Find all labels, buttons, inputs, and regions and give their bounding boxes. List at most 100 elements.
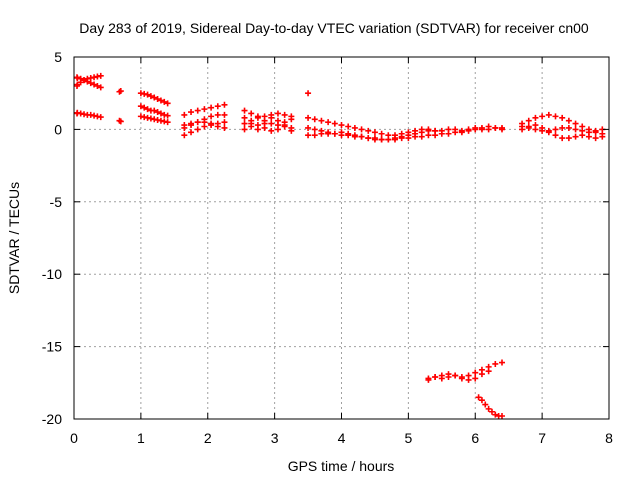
data-point — [452, 129, 459, 136]
data-point — [559, 124, 566, 131]
data-point — [545, 111, 552, 118]
data-points — [74, 72, 606, 419]
data-point — [208, 113, 215, 120]
data-point — [475, 394, 482, 401]
data-point — [188, 129, 195, 136]
data-point — [194, 126, 201, 133]
series-b — [74, 74, 104, 91]
x-tick-label: 4 — [338, 430, 346, 446]
data-point — [331, 130, 338, 137]
x-tick-label: 0 — [70, 430, 78, 446]
data-point — [365, 135, 372, 142]
data-point — [465, 376, 472, 383]
data-point — [478, 126, 485, 133]
y-tick-labels: 5 0 -5 -10 -15 -20 — [42, 49, 62, 427]
series-v — [519, 123, 606, 136]
data-point — [371, 129, 378, 136]
series-i — [181, 101, 228, 118]
data-point — [398, 133, 405, 140]
data-point — [254, 114, 261, 121]
y-tick-label: -20 — [42, 411, 62, 427]
data-point — [154, 109, 161, 116]
data-point — [311, 116, 318, 123]
series-h — [137, 113, 171, 126]
y-tick-label: -5 — [50, 194, 63, 210]
y-tick-label: -15 — [42, 339, 62, 355]
data-point — [485, 126, 492, 133]
data-point — [539, 113, 546, 120]
data-point — [478, 397, 485, 404]
data-point — [452, 372, 459, 379]
x-tick-label: 5 — [404, 430, 412, 446]
data-point — [305, 132, 312, 139]
data-point — [157, 110, 164, 117]
series-z — [475, 394, 505, 419]
data-point — [525, 117, 532, 124]
data-point — [97, 114, 104, 121]
data-point — [378, 130, 385, 137]
data-point — [188, 120, 195, 127]
data-point — [392, 135, 398, 142]
data-point — [351, 124, 358, 131]
data-point — [318, 127, 325, 134]
data-point — [499, 413, 505, 419]
data-point — [254, 126, 261, 133]
data-point — [281, 122, 288, 129]
data-point — [572, 120, 579, 127]
data-point — [84, 78, 91, 85]
series-m — [241, 107, 295, 120]
data-point — [432, 374, 439, 381]
data-point — [338, 122, 345, 129]
series-x — [425, 359, 505, 383]
x-tick-label: 6 — [471, 430, 479, 446]
data-point — [482, 401, 489, 408]
data-point — [465, 127, 472, 134]
data-point — [565, 124, 572, 131]
data-point — [268, 127, 275, 134]
x-tick-labels: 0 1 2 3 4 5 6 7 8 — [70, 430, 613, 446]
series-e — [116, 117, 124, 125]
data-point — [412, 130, 419, 137]
data-point — [305, 114, 312, 121]
data-point — [572, 126, 579, 133]
data-point — [499, 124, 505, 131]
data-point — [154, 95, 161, 102]
data-point — [492, 411, 499, 418]
chart-title: Day 283 of 2019, Sidereal Day-to-day VTE… — [79, 20, 589, 36]
series-g — [137, 103, 171, 119]
data-point — [418, 129, 425, 136]
data-point — [221, 111, 228, 118]
data-point — [365, 127, 372, 134]
data-point — [345, 132, 352, 139]
data-point — [261, 120, 268, 127]
data-point — [318, 117, 325, 124]
data-point — [201, 119, 208, 126]
data-point — [161, 98, 168, 105]
x-tick-label: 3 — [271, 430, 279, 446]
data-point — [74, 81, 81, 88]
data-point — [472, 369, 479, 376]
data-point — [281, 111, 288, 118]
data-point — [579, 132, 586, 139]
data-point — [81, 77, 88, 84]
data-point — [94, 82, 101, 89]
data-point — [385, 136, 392, 143]
data-point — [559, 135, 566, 142]
data-point — [164, 119, 171, 126]
data-point — [345, 123, 352, 130]
data-point — [241, 107, 248, 114]
data-point — [164, 112, 171, 119]
data-point — [572, 133, 579, 140]
data-point — [585, 133, 592, 140]
data-point — [311, 126, 318, 133]
data-point — [592, 127, 599, 134]
data-point — [599, 133, 606, 140]
data-point — [208, 120, 215, 127]
data-point — [288, 127, 295, 134]
data-point — [157, 97, 164, 104]
data-point — [241, 126, 248, 133]
data-point — [559, 114, 566, 121]
data-point — [565, 117, 572, 124]
series-y — [425, 368, 492, 383]
